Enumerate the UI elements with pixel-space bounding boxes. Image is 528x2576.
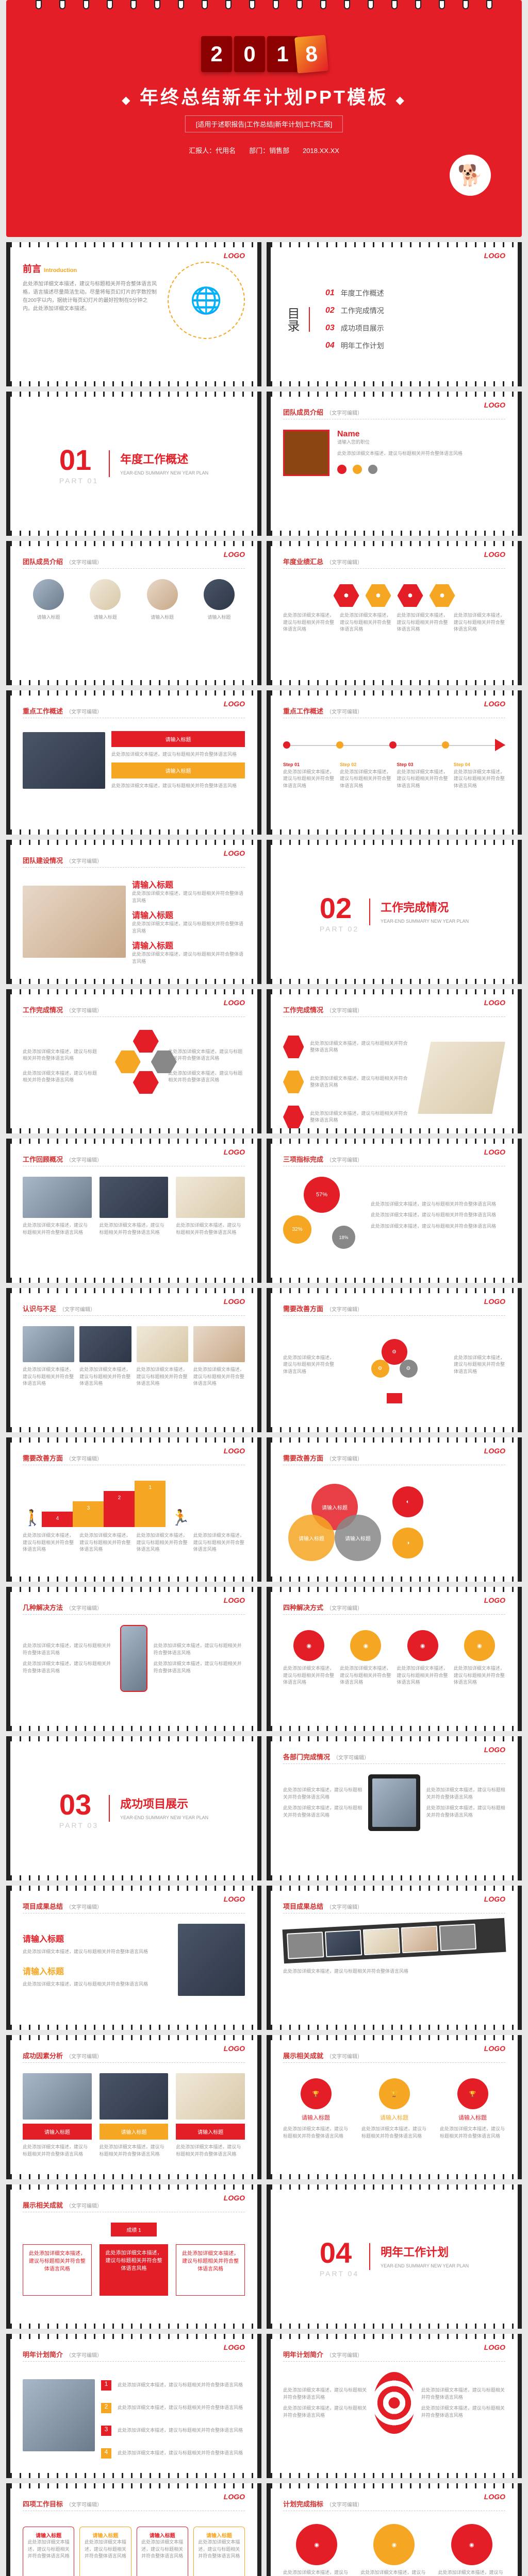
logo: LOGO <box>224 251 245 260</box>
preface-slide: LOGO 前言 Introduction 此处添加详细文本描述，建议与标题相关并… <box>6 242 261 386</box>
dog-mascot-icon: 🐕 <box>450 155 491 196</box>
year-display: 2 0 1 8 <box>6 36 522 72</box>
hex-icon: ⬢ <box>430 584 455 607</box>
circle-icon: ◑ <box>392 1528 423 1558</box>
image-placeholder <box>23 2379 95 2451</box>
team-members-slide: LOGO 团队成员介绍（文字可编辑） 请输入标题 请输入标题 请输入标题 请输入… <box>6 541 261 685</box>
work-complete-hex-slide: LOGO 工作完成情况（文字可编辑） 此处添加详细文本描述，建议与标题相关并符合… <box>6 989 261 1133</box>
target-icon <box>373 2372 415 2434</box>
logo: LOGO <box>484 700 505 708</box>
logo: LOGO <box>224 849 245 857</box>
film-slide: LOGO 项目成果总结（文字可编辑） 此处添加详细文本描述，建议与标题相关并符合… <box>267 1886 522 2030</box>
film-strip <box>283 1918 506 1963</box>
preface-text: 此处添加详细文本描述，建议与标题相关并符合整体语言风格，语言描述尽量简洁生动。尽… <box>23 280 157 313</box>
cover-meta: 汇报人：代用名 部门：销售部 2018.XX.XX <box>6 145 522 155</box>
hex-icon: ⬢ <box>366 584 391 607</box>
phone-slide: LOGO 几种解决方法（文字可编辑） 此处添加详细文本描述，建议与标题相关并符合… <box>6 1587 261 1731</box>
cover-subtitle: [适用于述职报告|工作总结|新年计划|工作汇报] <box>185 115 343 132</box>
project-summary-slide: LOGO 项目成果总结（文字可编辑） 请输入标题此处添加详细文本描述，建议与标题… <box>6 1886 261 2030</box>
image-placeholder <box>23 732 105 789</box>
need-improve-steps-slide: LOGO 需要改善方面（文字可编辑） 🚶 4 3 2 1 🏃 此处添加详细文本描… <box>6 1437 261 1582</box>
target-slide: LOGO 明年计划简介（文字可编辑） 此处添加详细文本描述，建议与标题相关并符合… <box>267 2334 522 2478</box>
section-02-slide: 02PART 02 工作完成情况YEAR-END SUMMARY NEW YEA… <box>267 840 522 984</box>
toc-item: 02工作完成情况 <box>325 306 505 316</box>
section-part: PART 01 <box>59 477 98 485</box>
phone-mockup <box>120 1625 147 1692</box>
slides-grid: LOGO 前言 Introduction 此处添加详细文本描述，建议与标题相关并… <box>6 242 522 2576</box>
slide-title: 团队成员介绍 <box>283 409 323 416</box>
toc-label: 目录 <box>283 307 310 332</box>
four-targets-slide: LOGO 四项工作目标（文字可编辑） 请输入标题此处添加详细文本描述，建议与标题… <box>6 2483 261 2576</box>
image-placeholder <box>418 1042 505 1114</box>
avatar-placeholder <box>283 430 329 476</box>
logo: LOGO <box>484 251 505 260</box>
profile-role: 请输入您的职位 <box>337 439 505 446</box>
target-plan-slide: LOGO 计划完成指标（文字可编辑） ◉此处添加详细文本描述，建议与标题相关并符… <box>267 2483 522 2576</box>
year-digit: 8 <box>294 35 328 74</box>
branch-complete-slide: LOGO 各部门完成情况（文字可编辑） 此处添加详细文本描述，建议与标题相关并符… <box>267 1736 522 1880</box>
section-04-slide: 04PART 04 明年工作计划YEAR-END SUMMARY NEW YEA… <box>267 2184 522 2329</box>
three-targets-slide: LOGO 三项指标完成（文字可编辑） 57% 32% 18% 此处添加详细文本描… <box>267 1139 522 1283</box>
timeline <box>283 739 505 751</box>
section-title: 年度工作概述 <box>120 450 208 467</box>
toc-item: 01年度工作概述 <box>325 288 505 298</box>
template-preview-page: 2 0 1 8 年终总结新年计划PPT模板 [适用于述职报告|工作总结|新年计划… <box>0 0 528 2576</box>
section-number: 01 <box>59 443 98 477</box>
laptop-mockup <box>368 1774 420 1831</box>
circle-icon: ◐ <box>392 1486 423 1517</box>
hex-icon: ⬢ <box>398 584 423 607</box>
profile-name: Name <box>337 430 505 439</box>
logo: LOGO <box>484 401 505 409</box>
team-intro-slide: LOGO 团队成员介绍（文字可编辑） Name 请输入您的职位 此处添加详细文本… <box>267 392 522 536</box>
section-01-slide: 01PART 01 年度工作概述YEAR-END SUMMARY NEW YEA… <box>6 392 261 536</box>
year-summary-slide: LOGO 年度业绩汇总（文字可编辑） ⬢ ⬢ ⬢ ⬢ 此处添加详细文本描述，建议… <box>267 541 522 685</box>
section-number: 02 <box>320 891 359 925</box>
preface-en: Introduction <box>44 267 77 274</box>
bulb-slide: LOGO 需要改善方面（文字可编辑） 此处添加详细文本描述，建议与标题相关并符合… <box>267 1288 522 1432</box>
logo: LOGO <box>484 550 505 558</box>
show-results-slide: LOGO 展示相关成就（文字可编辑） 🏆请输入标题此处添加详细文本描述，建议与标… <box>267 2035 522 2179</box>
lightbulb-diagram: ⚙ ⚙ ⚙ <box>364 1334 425 1396</box>
preface-title: 前言 <box>23 264 41 274</box>
key-work-slide: LOGO 重点工作概述（文字可编辑） 请输入标题 此处添加详细文本描述，建议与标… <box>6 690 261 835</box>
knowledge-slide: LOGO 认识与不足（文字可编辑） 此处添加详细文本描述，建议与标题相关并符合整… <box>6 1288 261 1432</box>
toc-item: 04明年工作计划 <box>325 341 505 351</box>
work-review-slide: LOGO 工作回顾概况（文字可编辑） 此处添加详细文本描述，建议与标题相关并符合… <box>6 1139 261 1283</box>
show-results-boxes-slide: LOGO 展示相关成就（文字可编辑） 成绩 1 此处添加详细文本描述，建议与标题… <box>6 2184 261 2329</box>
next-plan-slide: LOGO 明年计划简介（文字可编辑） 1此处添加详细文本描述，建议与标题相关并符… <box>6 2334 261 2478</box>
four-solutions-slide: LOGO 四种解决方式（文字可编辑） ◉此处添加详细文本描述，建议与标题相关并符… <box>267 1587 522 1731</box>
venn-diagram: 请输入标题 请输入标题 请输入标题 <box>283 1484 386 1561</box>
cover-title: 年终总结新年计划PPT模板 <box>6 82 522 109</box>
timeline-slide: LOGO 重点工作概述（文字可编辑） Step 01此处添加详细文本描述，建议与… <box>267 690 522 835</box>
venn-slide: LOGO 需要改善方面（文字可编辑） 请输入标题 请输入标题 请输入标题 ◐ ◑ <box>267 1437 522 1582</box>
hands-image <box>23 886 126 958</box>
toc-item: 03成功项目展示 <box>325 323 505 333</box>
year-digit: 0 <box>234 36 265 72</box>
year-digit: 2 <box>201 36 232 72</box>
toc-slide: LOGO 目录 01年度工作概述 02工作完成情况 03成功项目展示 04明年工… <box>267 242 522 386</box>
logo: LOGO <box>224 550 245 558</box>
section-03-slide: 03PART 03 成功项目展示YEAR-END SUMMARY NEW YEA… <box>6 1736 261 1880</box>
success-reason-slide: LOGO 成功因素分析（文字可编辑） 请输入标题此处添加详细文本描述，建议与标题… <box>6 2035 261 2179</box>
spiral-binding <box>6 0 522 15</box>
hex-icon: ⬢ <box>334 584 359 607</box>
image-placeholder <box>178 1924 245 1996</box>
logo: LOGO <box>224 700 245 708</box>
year-digit: 1 <box>267 36 298 72</box>
cover-slide: 2 0 1 8 年终总结新年计划PPT模板 [适用于述职报告|工作总结|新年计划… <box>6 0 522 237</box>
arrow-right-icon <box>495 739 505 751</box>
work-complete-img-slide: LOGO 工作完成情况（文字可编辑） 此处添加详细文本描述，建议与标题相关并符合… <box>267 989 522 1133</box>
team-build-slide: LOGO 团队建设情况（文字可编辑） 请输入标题此处添加详细文本描述，建议与标题… <box>6 840 261 984</box>
globe-icon: 🌐 <box>168 262 245 339</box>
